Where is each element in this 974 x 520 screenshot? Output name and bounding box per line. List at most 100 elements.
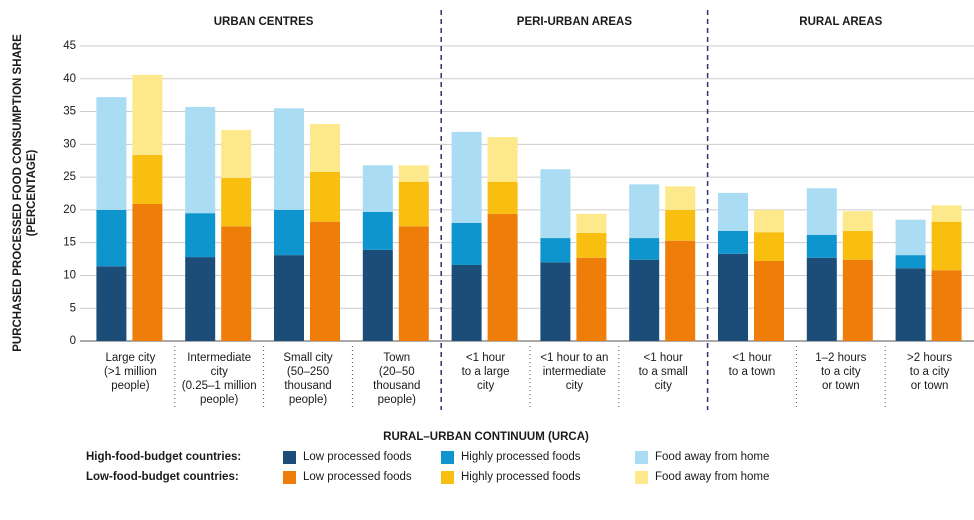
x-tick-label: Intermediate city (0.25–1 million people): [182, 352, 257, 406]
x-tick-label: Town (20–50 thousand people): [373, 352, 420, 406]
bar-segment: [185, 106, 216, 214]
bar-segment: [451, 264, 482, 341]
bar-segment: [362, 249, 393, 341]
bar-segment: [221, 177, 252, 227]
x-tick-label: <1 hour to a small city: [639, 352, 688, 392]
y-tick-label: 25: [63, 171, 76, 183]
bar-segment: [754, 261, 784, 341]
bar-segment: [96, 266, 127, 341]
bar-segment: [398, 165, 429, 182]
legend-label: Food away from home: [655, 451, 769, 463]
bar-segment: [451, 131, 482, 223]
bar-segment: [576, 213, 607, 233]
legend-label: Highly processed foods: [461, 451, 581, 463]
bar-segment: [96, 209, 127, 267]
bar-segment: [487, 181, 518, 214]
x-tick-label: <1 hour to a town: [729, 352, 776, 378]
bar-segment: [362, 165, 393, 212]
legend-swatch: [635, 471, 648, 484]
legend-swatch: [283, 451, 296, 464]
y-tick-label: 30: [63, 138, 76, 150]
section-title: URBAN CENTRES: [214, 16, 314, 28]
bar-segment: [132, 74, 163, 155]
y-tick-label: 45: [63, 40, 76, 52]
bar-segment: [895, 255, 926, 269]
y-tick-label: 0: [70, 335, 76, 347]
x-tick-label: <1 hour to a large city: [462, 352, 510, 392]
legend-label: Low processed foods: [303, 451, 412, 463]
y-axis-title: (PERCENTAGE): [26, 149, 38, 236]
section-title: RURAL AREAS: [799, 16, 882, 28]
bar-segment: [665, 240, 696, 341]
bar-segment: [629, 184, 660, 239]
bar-segment: [895, 219, 926, 256]
x-tick-label: Small city (50–250 thousand people): [283, 352, 332, 406]
bar-segment: [362, 211, 393, 250]
bar-segment: [842, 211, 873, 231]
bar-segment: [540, 262, 571, 341]
legend-label: Low processed foods: [303, 471, 412, 483]
bar-segment: [398, 226, 429, 341]
x-tick-label: Large city (>1 million people): [104, 352, 157, 392]
bar-segment: [310, 221, 340, 341]
x-axis-title: RURAL–URBAN CONTINUUM (URCA): [383, 431, 589, 443]
legend-group-label: Low-food-budget countries:: [86, 471, 239, 483]
y-tick-label: 40: [63, 73, 76, 85]
y-tick-label: 35: [63, 106, 76, 118]
bar-segment: [842, 230, 873, 260]
bar-segment: [718, 192, 748, 231]
bar-segment: [274, 209, 304, 256]
bar-segment: [310, 124, 340, 172]
bar-segment: [931, 205, 962, 222]
y-tick-label: 20: [63, 204, 76, 216]
bar-segment: [842, 259, 873, 341]
bar-segment: [185, 257, 216, 341]
section-title: PERI-URBAN AREAS: [517, 16, 633, 28]
bar-segment: [132, 154, 163, 204]
bar-segment: [221, 226, 252, 341]
x-tick-label: <1 hour to an intermediate city: [540, 352, 608, 392]
bar-segment: [310, 171, 340, 222]
bar-segment: [221, 129, 252, 178]
bar-segment: [487, 213, 518, 341]
bar-segment: [451, 223, 482, 265]
bar-segment: [132, 203, 163, 341]
bar-segment: [754, 232, 784, 262]
x-tick-label: >2 hours to a city or town: [907, 352, 952, 392]
bar-segment: [665, 209, 696, 241]
legend-swatch: [441, 451, 454, 464]
bar-segment: [629, 259, 660, 341]
bar-segment: [806, 257, 837, 341]
bar-segment: [576, 232, 607, 258]
bar-segment: [665, 186, 696, 210]
bar-segment: [895, 268, 926, 341]
bar-segment: [185, 213, 216, 258]
legend-label: Food away from home: [655, 471, 769, 483]
legend-swatch: [635, 451, 648, 464]
bar-segment: [806, 188, 837, 235]
bar-segment: [96, 97, 127, 210]
bar-segment: [398, 181, 429, 227]
y-tick-label: 10: [63, 269, 76, 281]
x-tick-label: 1–2 hours to a city or town: [815, 352, 866, 392]
bar-segment: [540, 238, 571, 263]
legend-swatch: [283, 471, 296, 484]
bar-segment: [718, 253, 748, 341]
y-tick-label: 15: [63, 237, 76, 249]
bar-segment: [487, 137, 518, 182]
legend-swatch: [441, 471, 454, 484]
y-tick-label: 5: [70, 302, 76, 314]
bar-segment: [718, 230, 748, 254]
bar-segment: [931, 221, 962, 271]
bar-segment: [274, 108, 304, 210]
legend-group-label: High-food-budget countries:: [86, 451, 241, 463]
bar-segment: [629, 238, 660, 260]
bar-segment: [540, 169, 571, 239]
bar-segment: [931, 270, 962, 341]
bar-segment: [576, 257, 607, 341]
bar-segment: [754, 209, 784, 233]
y-axis-title: PURCHASED PROCESSED FOOD CONSUMPTION SHA…: [12, 34, 24, 352]
bar-segment: [274, 255, 304, 341]
bar-segment: [806, 234, 837, 258]
